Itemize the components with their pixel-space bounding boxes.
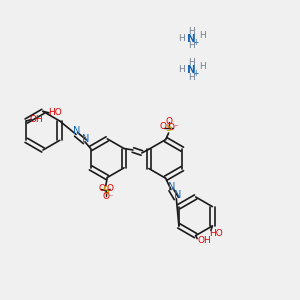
Text: N: N [174,190,181,200]
Text: H: H [178,34,184,43]
Text: S: S [103,186,109,196]
Text: OH: OH [30,115,44,124]
Text: N: N [82,134,90,144]
Text: OH: OH [197,236,211,244]
Text: N: N [73,126,81,136]
Text: N: N [187,34,196,44]
Text: O: O [165,117,172,126]
Text: HO: HO [49,108,62,117]
Text: S: S [165,123,172,133]
Text: H: H [178,65,184,74]
Text: O: O [99,184,106,193]
Text: O: O [159,122,166,131]
Text: O⁻: O⁻ [167,123,179,132]
Text: HO: HO [209,229,223,238]
Text: H: H [188,73,195,82]
Text: H: H [199,62,206,71]
Text: O: O [107,184,114,193]
Text: H: H [188,27,195,36]
Text: H: H [199,31,206,40]
Text: ⁻: ⁻ [108,192,112,201]
Text: H: H [188,58,195,67]
Text: H: H [188,41,195,50]
Text: +: + [192,69,198,78]
Text: N: N [187,65,196,75]
Text: +: + [192,38,198,47]
Text: O: O [102,192,109,201]
Text: N: N [169,182,176,192]
